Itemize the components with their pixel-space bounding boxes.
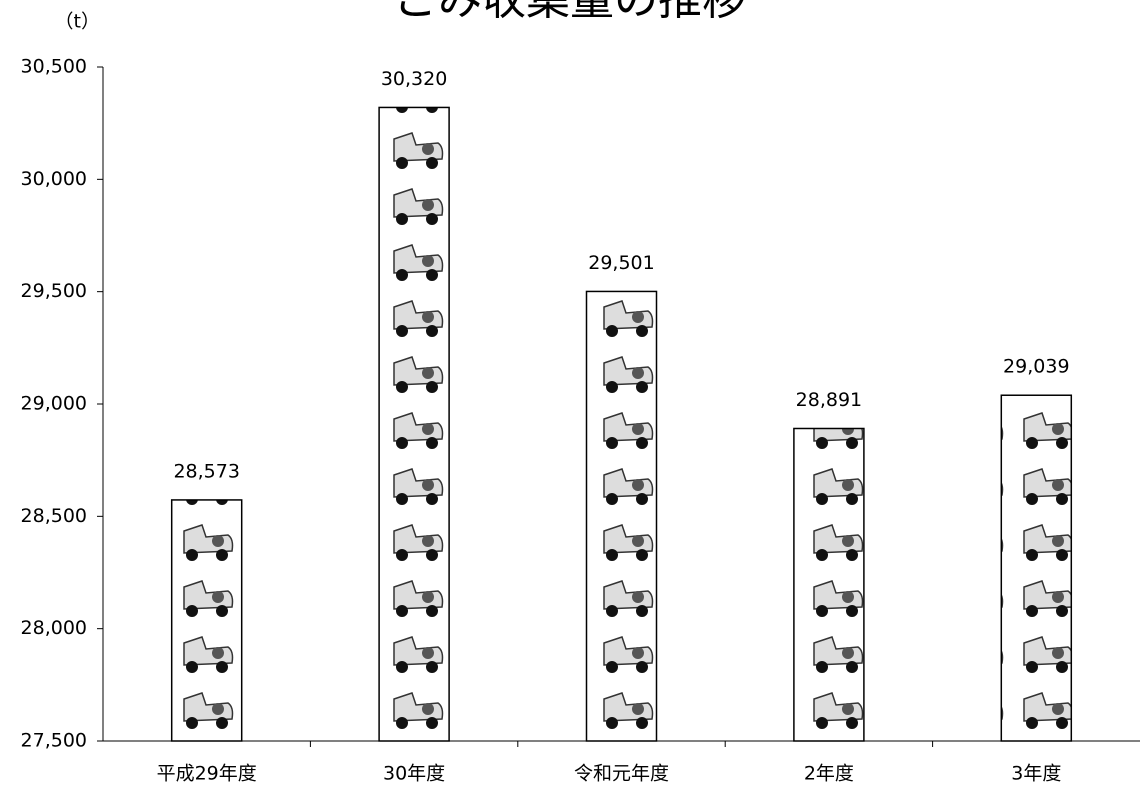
x-tick-label: 3年度 <box>1011 763 1061 785</box>
x-tick-label: 2年度 <box>804 763 854 785</box>
y-tick-label: 30,000 <box>21 168 87 190</box>
y-tick-label: 29,000 <box>21 393 87 415</box>
value-label: 28,891 <box>796 389 862 411</box>
y-tick-label: 27,500 <box>21 730 87 752</box>
y-tick-label: 29,500 <box>21 280 87 302</box>
x-tick-label: 令和元年度 <box>574 763 669 785</box>
bar <box>585 290 658 742</box>
value-label: 29,039 <box>1003 356 1069 378</box>
value-label: 28,573 <box>173 460 239 482</box>
value-label: 30,320 <box>381 68 447 90</box>
chart-title: ごみ収集量の推移 <box>394 0 746 25</box>
x-tick-label: 30年度 <box>383 763 445 785</box>
bar <box>1000 394 1073 742</box>
bar <box>378 106 450 742</box>
y-tick-label: 28,500 <box>21 505 87 527</box>
y-tick-label: 30,500 <box>21 56 87 78</box>
bar <box>170 499 243 742</box>
value-label: 29,501 <box>588 252 654 274</box>
x-tick-label: 平成29年度 <box>157 763 257 785</box>
y-tick-label: 28,000 <box>21 617 87 639</box>
y-unit: （t） <box>55 11 100 33</box>
bar <box>793 427 865 742</box>
